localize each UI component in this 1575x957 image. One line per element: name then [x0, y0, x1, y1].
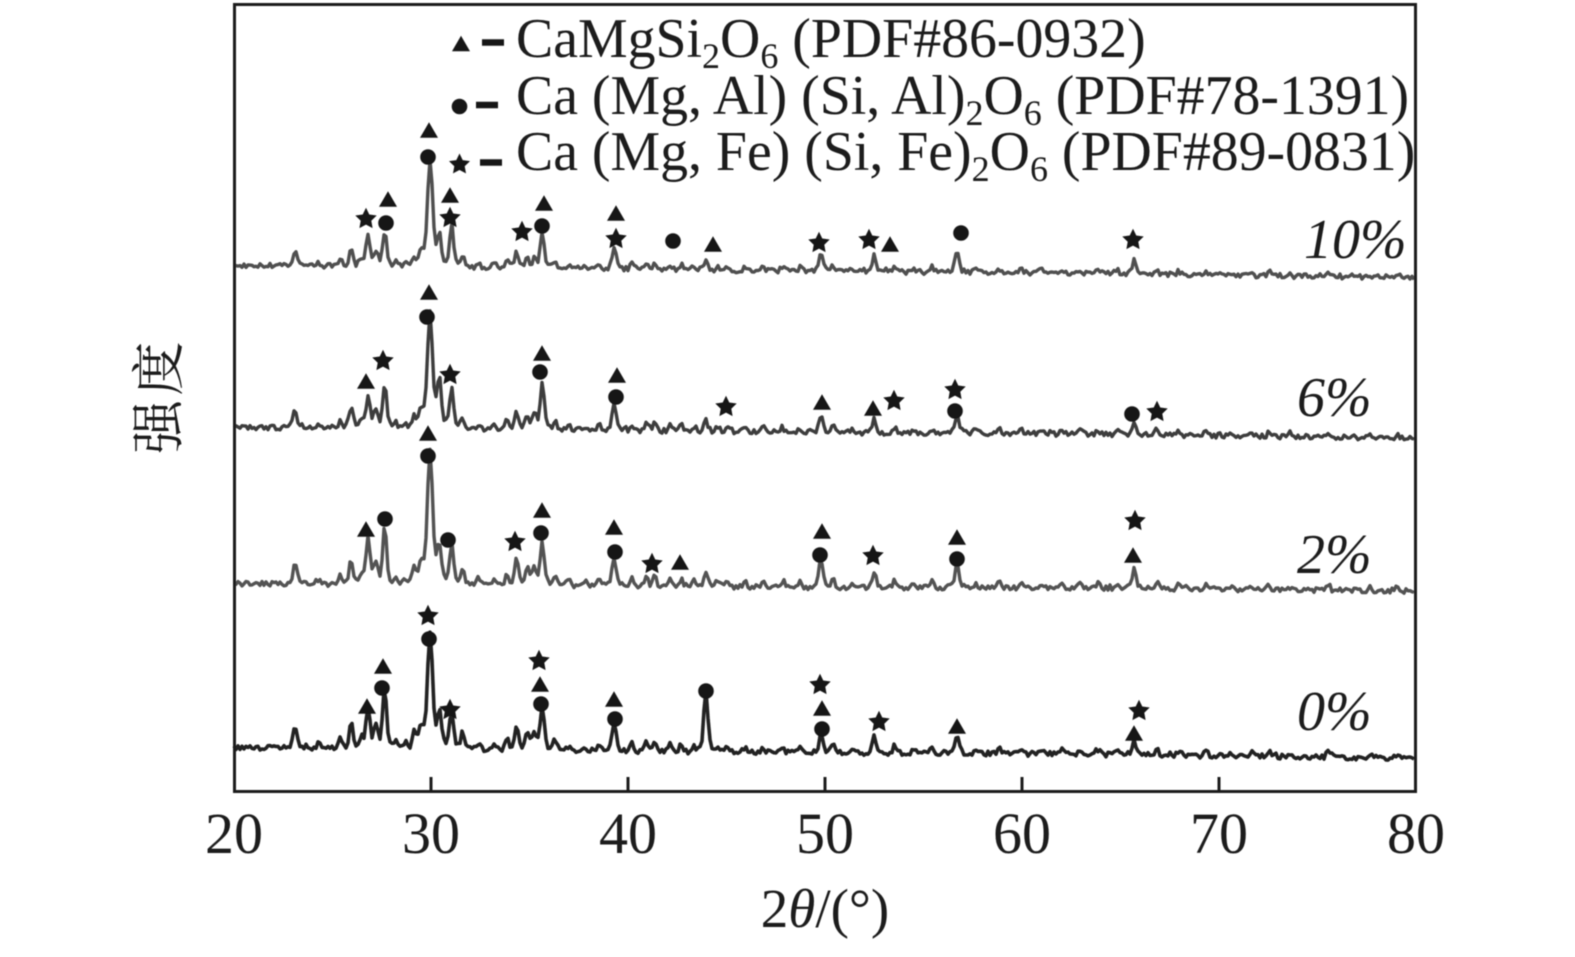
- svg-text:20: 20: [205, 801, 263, 866]
- svg-text:80: 80: [1387, 801, 1445, 866]
- svg-text:CaMgSi2​O6​ (PDF#86-0932): CaMgSi2​O6​ (PDF#86-0932): [516, 8, 1146, 76]
- svg-text:Ca (Mg, Al) (Si, Al)2​O6​ (PDF: Ca (Mg, Al) (Si, Al)2​O6​ (PDF#78-1391): [516, 65, 1409, 133]
- svg-text:Ca (Mg, Fe) (Si, Fe)2​O6​ (PDF: Ca (Mg, Fe) (Si, Fe)2​O6​ (PDF#89-0831): [516, 121, 1415, 189]
- svg-text:2%: 2%: [1297, 524, 1372, 586]
- svg-text:2θ/(°): 2θ/(°): [761, 878, 889, 939]
- svg-text:10%: 10%: [1304, 209, 1407, 271]
- svg-text:50: 50: [796, 801, 854, 866]
- svg-text:30: 30: [402, 801, 460, 866]
- svg-text:0%: 0%: [1297, 681, 1372, 743]
- svg-text:70: 70: [1190, 801, 1248, 866]
- svg-text:6%: 6%: [1297, 367, 1372, 429]
- svg-text:40: 40: [599, 801, 657, 866]
- svg-text:60: 60: [993, 801, 1051, 866]
